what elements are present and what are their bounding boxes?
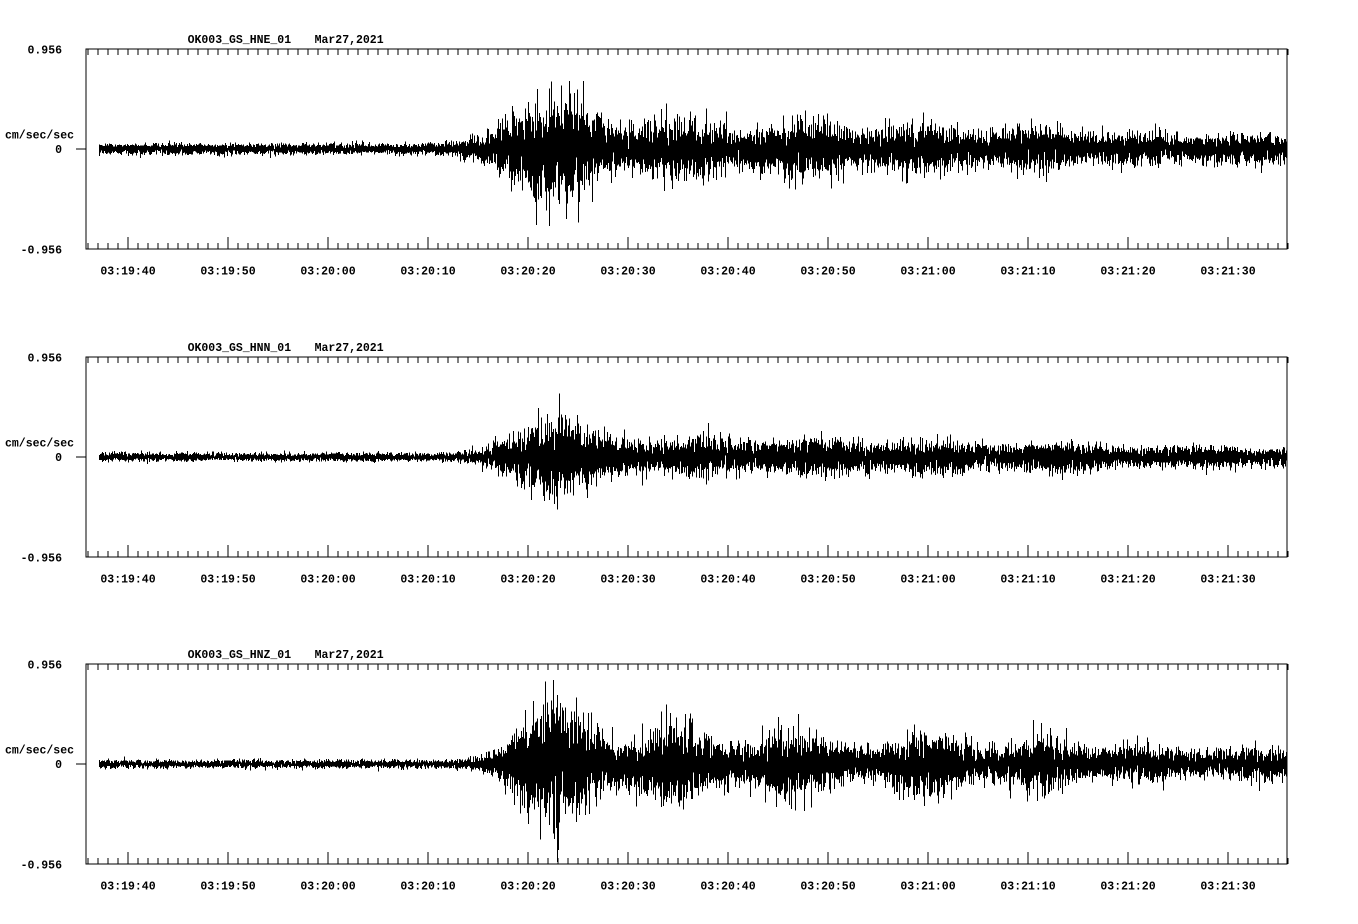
svg-text:03:21:00: 03:21:00 bbox=[900, 881, 955, 894]
svg-text:03:19:40: 03:19:40 bbox=[100, 266, 155, 279]
svg-text:03:20:40: 03:20:40 bbox=[700, 881, 755, 894]
svg-text:03:20:10: 03:20:10 bbox=[400, 881, 455, 894]
svg-text:0: 0 bbox=[55, 452, 62, 465]
svg-text:03:19:40: 03:19:40 bbox=[100, 574, 155, 587]
svg-text:-0.956: -0.956 bbox=[21, 245, 63, 258]
svg-text:03:20:40: 03:20:40 bbox=[700, 574, 755, 587]
svg-text:-0.956: -0.956 bbox=[21, 553, 63, 566]
svg-text:03:21:10: 03:21:10 bbox=[1000, 574, 1055, 587]
svg-text:03:21:20: 03:21:20 bbox=[1100, 574, 1155, 587]
svg-text:03:21:30: 03:21:30 bbox=[1200, 574, 1255, 587]
svg-text:-0.956: -0.956 bbox=[21, 860, 63, 873]
svg-text:03:19:50: 03:19:50 bbox=[200, 266, 255, 279]
svg-text:0.956: 0.956 bbox=[27, 45, 62, 58]
svg-text:0: 0 bbox=[55, 759, 62, 772]
svg-text:03:20:20: 03:20:20 bbox=[500, 881, 555, 894]
svg-text:OK003_GS_HNE_01: OK003_GS_HNE_01 bbox=[188, 34, 292, 47]
svg-text:03:21:00: 03:21:00 bbox=[900, 574, 955, 587]
svg-text:03:20:10: 03:20:10 bbox=[400, 574, 455, 587]
svg-text:03:20:20: 03:20:20 bbox=[500, 266, 555, 279]
svg-text:OK003_GS_HNN_01: OK003_GS_HNN_01 bbox=[188, 342, 292, 355]
svg-text:03:19:40: 03:19:40 bbox=[100, 881, 155, 894]
svg-text:03:20:00: 03:20:00 bbox=[300, 574, 355, 587]
svg-text:03:20:00: 03:20:00 bbox=[300, 881, 355, 894]
svg-text:03:19:50: 03:19:50 bbox=[200, 574, 255, 587]
svg-text:03:21:00: 03:21:00 bbox=[900, 266, 955, 279]
svg-text:0: 0 bbox=[55, 144, 62, 157]
svg-text:Mar27,2021: Mar27,2021 bbox=[315, 34, 384, 47]
svg-text:03:21:30: 03:21:30 bbox=[1200, 266, 1255, 279]
svg-text:03:21:10: 03:21:10 bbox=[1000, 266, 1055, 279]
svg-text:03:20:50: 03:20:50 bbox=[800, 881, 855, 894]
svg-text:Mar27,2021: Mar27,2021 bbox=[315, 649, 384, 662]
svg-text:03:20:50: 03:20:50 bbox=[800, 266, 855, 279]
svg-text:Mar27,2021: Mar27,2021 bbox=[315, 342, 384, 355]
svg-text:03:21:30: 03:21:30 bbox=[1200, 881, 1255, 894]
svg-text:03:21:20: 03:21:20 bbox=[1100, 266, 1155, 279]
svg-text:cm/sec/sec: cm/sec/sec bbox=[5, 130, 74, 143]
svg-text:03:21:20: 03:21:20 bbox=[1100, 881, 1155, 894]
svg-text:03:20:20: 03:20:20 bbox=[500, 574, 555, 587]
svg-text:0.956: 0.956 bbox=[27, 660, 62, 673]
svg-text:cm/sec/sec: cm/sec/sec bbox=[5, 745, 74, 758]
svg-text:03:20:50: 03:20:50 bbox=[800, 574, 855, 587]
svg-text:03:20:10: 03:20:10 bbox=[400, 266, 455, 279]
svg-text:03:20:40: 03:20:40 bbox=[700, 266, 755, 279]
svg-text:03:19:50: 03:19:50 bbox=[200, 881, 255, 894]
svg-text:0.956: 0.956 bbox=[27, 353, 62, 366]
svg-text:cm/sec/sec: cm/sec/sec bbox=[5, 438, 74, 451]
svg-text:03:20:30: 03:20:30 bbox=[600, 266, 655, 279]
svg-text:03:21:10: 03:21:10 bbox=[1000, 881, 1055, 894]
svg-text:03:20:30: 03:20:30 bbox=[600, 881, 655, 894]
svg-text:03:20:30: 03:20:30 bbox=[600, 574, 655, 587]
svg-text:OK003_GS_HNZ_01: OK003_GS_HNZ_01 bbox=[188, 649, 292, 662]
svg-text:03:20:00: 03:20:00 bbox=[300, 266, 355, 279]
